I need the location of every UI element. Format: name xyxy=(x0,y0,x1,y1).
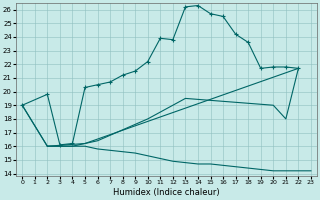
X-axis label: Humidex (Indice chaleur): Humidex (Indice chaleur) xyxy=(113,188,220,197)
